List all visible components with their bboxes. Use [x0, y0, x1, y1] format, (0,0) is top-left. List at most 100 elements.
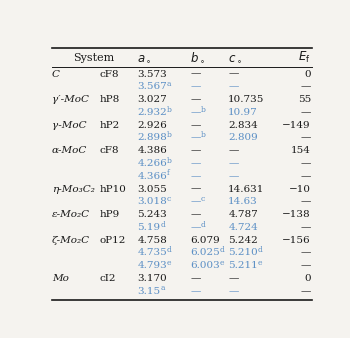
- Text: —: —: [190, 223, 201, 232]
- Text: $E_\mathrm{f}$: $E_\mathrm{f}$: [299, 50, 311, 65]
- Text: ε-Mo₂C: ε-Mo₂C: [52, 210, 90, 219]
- Text: $a_\circ$: $a_\circ$: [137, 51, 152, 64]
- Text: 2.834: 2.834: [228, 121, 258, 130]
- Text: —: —: [190, 108, 201, 117]
- Text: b: b: [201, 131, 205, 139]
- Text: ζ-Mo₂C: ζ-Mo₂C: [52, 236, 90, 245]
- Text: hP2: hP2: [99, 121, 120, 130]
- Text: 3.170: 3.170: [137, 274, 167, 283]
- Text: —: —: [190, 197, 201, 206]
- Text: hP9: hP9: [99, 210, 120, 219]
- Text: $c_\circ$: $c_\circ$: [228, 51, 242, 64]
- Text: —: —: [301, 248, 311, 258]
- Text: d: d: [220, 246, 225, 254]
- Text: —: —: [190, 274, 201, 283]
- Text: 10.735: 10.735: [228, 95, 265, 104]
- Text: 4.793: 4.793: [137, 261, 167, 270]
- Text: 3.018: 3.018: [137, 197, 167, 206]
- Text: 4.386: 4.386: [137, 146, 167, 155]
- Text: —: —: [301, 82, 311, 91]
- Text: b: b: [201, 106, 205, 114]
- Text: 0: 0: [304, 274, 311, 283]
- Text: 5.19: 5.19: [137, 223, 160, 232]
- Text: d: d: [258, 246, 263, 254]
- Text: b: b: [167, 157, 172, 165]
- Text: γ-MoC: γ-MoC: [52, 121, 86, 130]
- Text: hP8: hP8: [99, 95, 120, 104]
- Text: —: —: [190, 146, 201, 155]
- Text: —: —: [190, 185, 201, 194]
- Text: 5.210: 5.210: [228, 248, 258, 258]
- Text: −156: −156: [282, 236, 311, 245]
- Text: 4.724: 4.724: [228, 223, 258, 232]
- Text: f: f: [167, 169, 170, 177]
- Text: —: —: [190, 287, 201, 296]
- Text: 4.266: 4.266: [137, 159, 167, 168]
- Text: hP10: hP10: [99, 185, 126, 194]
- Text: 6.025: 6.025: [190, 248, 220, 258]
- Text: b: b: [167, 131, 172, 139]
- Text: —: —: [228, 274, 239, 283]
- Text: −10: −10: [289, 185, 311, 194]
- Text: 55: 55: [298, 95, 311, 104]
- Text: —: —: [301, 172, 311, 181]
- Text: —: —: [301, 108, 311, 117]
- Text: —: —: [228, 172, 239, 181]
- Text: d: d: [160, 221, 165, 228]
- Text: oP12: oP12: [99, 236, 126, 245]
- Text: cI2: cI2: [99, 274, 116, 283]
- Text: d: d: [167, 246, 172, 254]
- Text: —: —: [228, 287, 239, 296]
- Text: —: —: [190, 121, 201, 130]
- Text: 0: 0: [304, 70, 311, 79]
- Text: 4.735: 4.735: [137, 248, 167, 258]
- Text: d: d: [201, 221, 205, 228]
- Text: α-MoC: α-MoC: [52, 146, 87, 155]
- Text: −149: −149: [282, 121, 311, 130]
- Text: cF8: cF8: [99, 70, 119, 79]
- Text: —: —: [228, 70, 239, 79]
- Text: cF8: cF8: [99, 146, 119, 155]
- Text: 5.243: 5.243: [137, 210, 167, 219]
- Text: 14.63: 14.63: [228, 197, 258, 206]
- Text: e: e: [167, 259, 172, 267]
- Text: —: —: [301, 223, 311, 232]
- Text: 5.211: 5.211: [228, 261, 258, 270]
- Text: —: —: [301, 134, 311, 143]
- Text: 2.926: 2.926: [137, 121, 167, 130]
- Text: 6.003: 6.003: [190, 261, 220, 270]
- Text: a: a: [167, 80, 172, 88]
- Text: 4.787: 4.787: [228, 210, 258, 219]
- Text: c: c: [167, 195, 172, 203]
- Text: C: C: [52, 70, 60, 79]
- Text: b: b: [167, 106, 172, 114]
- Text: e: e: [220, 259, 224, 267]
- Text: —: —: [228, 146, 239, 155]
- Text: —: —: [228, 159, 239, 168]
- Text: —: —: [301, 159, 311, 168]
- Text: —: —: [190, 134, 201, 143]
- Text: —: —: [190, 70, 201, 79]
- Text: —: —: [301, 287, 311, 296]
- Text: 14.631: 14.631: [228, 185, 265, 194]
- Text: —: —: [190, 82, 201, 91]
- Text: 10.97: 10.97: [228, 108, 258, 117]
- Text: Mo: Mo: [52, 274, 69, 283]
- Text: 4.366: 4.366: [137, 172, 167, 181]
- Text: 5.242: 5.242: [228, 236, 258, 245]
- Text: System: System: [73, 53, 114, 63]
- Text: 6.079: 6.079: [190, 236, 220, 245]
- Text: 2.898: 2.898: [137, 134, 167, 143]
- Text: 3.573: 3.573: [137, 70, 167, 79]
- Text: 4.758: 4.758: [137, 236, 167, 245]
- Text: —: —: [190, 172, 201, 181]
- Text: 3.15: 3.15: [137, 287, 160, 296]
- Text: —: —: [190, 210, 201, 219]
- Text: c: c: [201, 195, 205, 203]
- Text: γ′-MoC: γ′-MoC: [52, 95, 89, 104]
- Text: —: —: [190, 95, 201, 104]
- Text: η-Mo₃C₂: η-Mo₃C₂: [52, 185, 95, 194]
- Text: $b_\circ$: $b_\circ$: [190, 51, 205, 65]
- Text: 3.567: 3.567: [137, 82, 167, 91]
- Text: —: —: [228, 82, 239, 91]
